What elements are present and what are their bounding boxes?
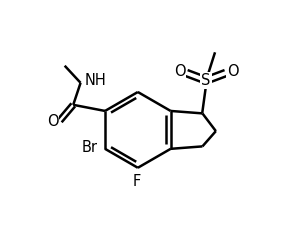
Text: O: O bbox=[227, 64, 238, 79]
Text: O: O bbox=[47, 114, 59, 130]
Text: O: O bbox=[174, 64, 185, 79]
Text: S: S bbox=[201, 73, 211, 88]
Text: NH: NH bbox=[85, 73, 107, 88]
Text: F: F bbox=[132, 174, 141, 189]
Text: Br: Br bbox=[82, 140, 98, 155]
